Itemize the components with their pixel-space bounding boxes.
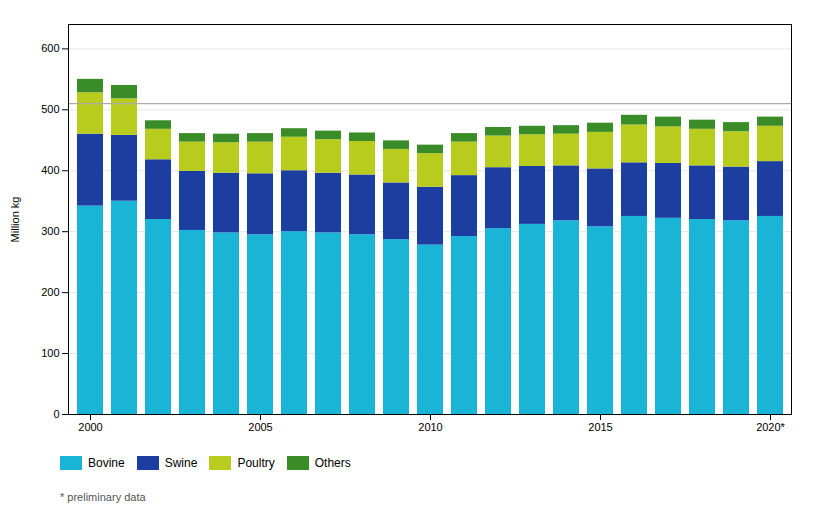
html-text:Others: Others [314,455,351,470]
svg-text:200: 200 [41,286,59,298]
svg-text:600: 600 [41,42,59,54]
svg-text:2010: 2010 [418,421,442,433]
svg-text:2015: 2015 [588,421,612,433]
svg-text:400: 400 [41,164,59,176]
svg-text:2020*: 2020* [756,421,785,433]
html-text:* preliminary data: * preliminary data [60,491,146,503]
svg-text:2000: 2000 [78,421,102,433]
svg-text:2005: 2005 [248,421,272,433]
svg-text:500: 500 [41,103,59,115]
html-text:Poultry: Poultry [237,455,275,470]
svg-text:300: 300 [41,225,59,237]
svg-text:0: 0 [53,408,59,420]
html-text:Bovine: Bovine [88,455,125,470]
html-text:Swine: Swine [164,455,198,470]
svg-text:Million kg: Million kg [9,197,21,243]
svg-text:100: 100 [41,347,59,359]
